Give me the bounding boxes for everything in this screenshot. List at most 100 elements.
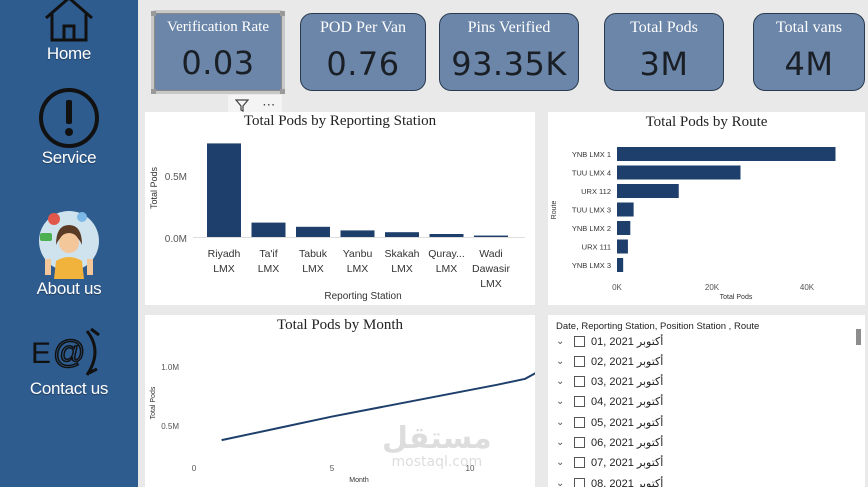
- kpi-total-pods[interactable]: Total Pods 3M: [604, 13, 724, 91]
- kpi-value: 0.03: [181, 44, 255, 82]
- chevron-down-icon[interactable]: ⌄: [556, 376, 565, 388]
- nav-home-label: Home: [46, 44, 92, 63]
- slicer-item[interactable]: ⌄ أكتوبر 2021 ,02: [556, 352, 663, 370]
- checkbox[interactable]: [574, 376, 585, 388]
- y-tick-label: TUU LMX 4: [572, 169, 611, 178]
- checkbox[interactable]: [574, 437, 585, 448]
- series-line[interactable]: [221, 363, 535, 442]
- checkbox[interactable]: [574, 416, 585, 428]
- x-tick-label: LMX: [347, 263, 369, 275]
- y-axis-label: Total Pods: [150, 386, 157, 419]
- nav-service[interactable]: Service: [0, 88, 138, 168]
- bar[interactable]: [617, 221, 631, 235]
- chevron-down-icon[interactable]: ⌄: [556, 416, 565, 428]
- y-tick-label: 1.0M: [161, 363, 179, 372]
- x-tick-label: Skakah: [384, 248, 419, 260]
- kpi-pins-verified[interactable]: Pins Verified 93.35K: [439, 13, 579, 91]
- y-tick-label: TUU LMX 3: [572, 206, 611, 215]
- bar[interactable]: [617, 258, 624, 272]
- bar[interactable]: [207, 143, 241, 237]
- bar[interactable]: [617, 239, 628, 254]
- chevron-down-icon[interactable]: ⌄: [556, 457, 565, 469]
- y-tick-label: 0.5M: [165, 172, 187, 183]
- y-tick-label: URX 111: [582, 243, 611, 252]
- kpi-value: 93.35K: [451, 45, 567, 83]
- x-axis-label: Total Pods: [720, 294, 753, 301]
- bar[interactable]: [617, 147, 836, 161]
- support-person-icon: [39, 211, 99, 279]
- more-options-icon[interactable]: ⋯: [262, 97, 276, 112]
- chevron-down-icon[interactable]: ⌄: [556, 335, 565, 347]
- x-tick-label: 0: [192, 464, 197, 473]
- slicer-item[interactable]: ⌄ أكتوبر 2021 ,07: [556, 454, 663, 472]
- month-chart-panel: Total Pods by Month Total Pods 1.0M 0.5M…: [145, 315, 535, 487]
- chart-title: Total Pods by Month: [276, 317, 404, 333]
- checkbox[interactable]: [574, 457, 585, 469]
- checkbox[interactable]: [574, 355, 585, 367]
- slicer-item[interactable]: ⌄ أكتوبر 2021 ,08: [556, 474, 663, 487]
- chevron-down-icon[interactable]: ⌄: [556, 437, 565, 448]
- slicer-item-label: أكتوبر 2021 ,02: [591, 355, 664, 368]
- chevron-down-icon[interactable]: ⌄: [556, 396, 565, 408]
- checkbox[interactable]: [574, 477, 585, 487]
- chevron-down-icon[interactable]: ⌄: [556, 477, 565, 487]
- x-tick-label: 0K: [612, 283, 622, 292]
- contact-icon: E @: [31, 327, 100, 376]
- exclamation-icon: [39, 88, 99, 148]
- resize-handle[interactable]: [280, 11, 285, 16]
- nav-about-label: About us: [36, 279, 102, 298]
- y-tick-label: YNB LMX 2: [572, 224, 611, 233]
- y-tick-label: 0.5M: [161, 422, 179, 431]
- home-icon: [45, 0, 93, 42]
- nav-contact-label: Contact us: [29, 379, 109, 398]
- checkbox[interactable]: [574, 396, 585, 408]
- slicer-item[interactable]: ⌄ أكتوبر 2021 ,05: [556, 413, 663, 431]
- x-tick-label: Tabuk: [299, 248, 328, 260]
- watermark: مستقل mostaql.com: [382, 424, 492, 471]
- slicer-item-label: أكتوبر 2021 ,01: [591, 335, 664, 348]
- bar[interactable]: [617, 202, 634, 217]
- nav-about[interactable]: About us: [0, 205, 138, 299]
- x-tick-label: LMX: [436, 263, 458, 275]
- bar[interactable]: [617, 165, 741, 180]
- y-axis-label: Route: [551, 201, 558, 220]
- kpi-value: 4M: [784, 45, 834, 83]
- bar[interactable]: [251, 222, 286, 237]
- y-tick-label: URX 112: [581, 187, 611, 196]
- slicer-item[interactable]: ⌄ أكتوبر 2021 ,04: [556, 393, 663, 411]
- y-tick-label: 0.0M: [165, 234, 187, 245]
- bar[interactable]: [474, 235, 508, 237]
- bar[interactable]: [296, 226, 330, 237]
- kpi-pod-per-van[interactable]: POD Per Van 0.76: [300, 13, 426, 91]
- kpi-title: Verification Rate: [166, 19, 270, 35]
- x-tick-label: Dawasir: [472, 263, 510, 275]
- kpi-verification-rate[interactable]: Verification Rate 0.03: [151, 10, 285, 94]
- kpi-total-vans[interactable]: Total vans 4M: [753, 13, 865, 91]
- bar[interactable]: [385, 232, 419, 237]
- nav-service-label: Service: [41, 148, 97, 167]
- visual-toolbar: ⋯: [228, 95, 282, 115]
- resize-handle[interactable]: [151, 11, 156, 16]
- bar[interactable]: [617, 184, 679, 198]
- date-slicer-panel: Date, Reporting Station, Position Statio…: [548, 315, 865, 487]
- bar[interactable]: [340, 230, 375, 237]
- slicer-item[interactable]: ⌄ أكتوبر 2021 ,01: [556, 332, 663, 350]
- chevron-down-icon[interactable]: ⌄: [556, 355, 565, 367]
- x-tick-label: Ta'if: [259, 248, 277, 260]
- x-tick-label: LMX: [480, 278, 502, 290]
- x-tick-label: LMX: [302, 263, 324, 275]
- nav-contact[interactable]: E @ Contact us: [0, 325, 138, 399]
- chart-title: Total Pods by Reporting Station: [243, 113, 437, 129]
- bar[interactable]: [429, 234, 464, 237]
- station-chart-panel: Total Pods by Reporting Station Total Po…: [145, 112, 535, 305]
- slicer-item[interactable]: ⌄ أكتوبر 2021 ,03: [556, 373, 663, 391]
- nav-home[interactable]: Home: [0, 0, 138, 64]
- slicer-item[interactable]: ⌄ أكتوبر 2021 ,06: [556, 434, 663, 452]
- resize-handle[interactable]: [151, 89, 156, 94]
- scrollbar[interactable]: [856, 329, 861, 345]
- kpi-title: Total vans: [776, 19, 842, 36]
- checkbox[interactable]: [574, 335, 585, 347]
- slicer-item-label: أكتوبر 2021 ,04: [591, 396, 664, 409]
- resize-handle[interactable]: [280, 89, 285, 94]
- filter-icon[interactable]: [234, 98, 249, 112]
